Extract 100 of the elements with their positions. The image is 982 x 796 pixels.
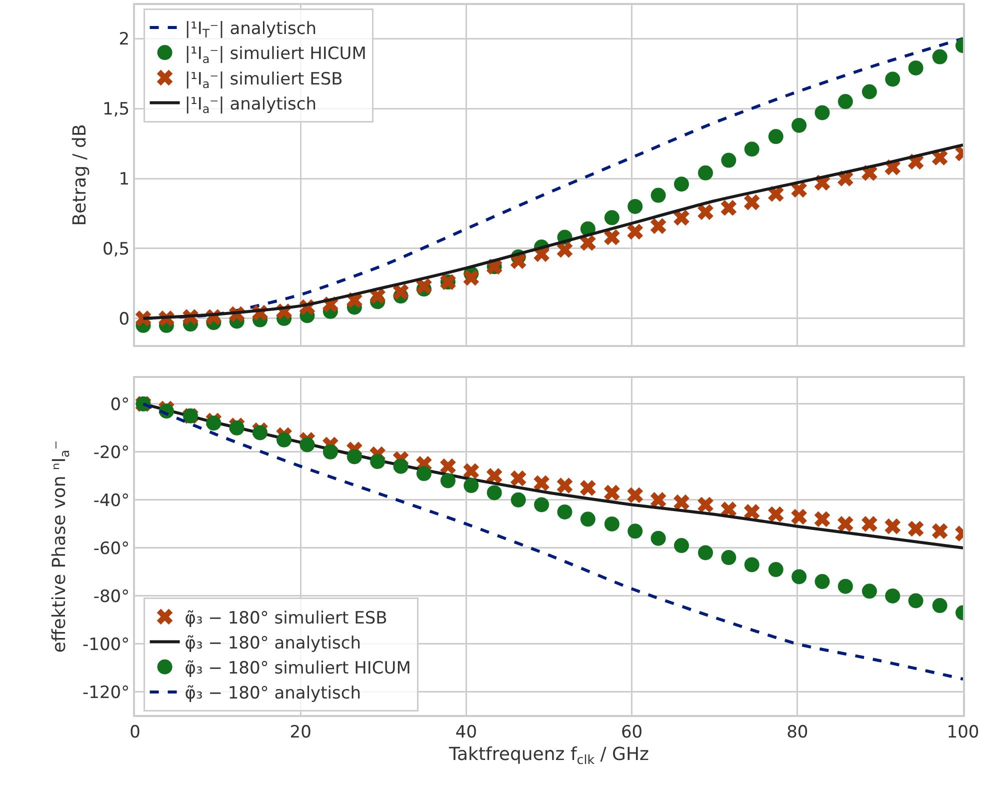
point [556,242,573,258]
point [768,129,784,144]
point [932,598,948,614]
point [885,588,900,604]
point [932,49,948,64]
y-tick-label: -60° [93,538,130,559]
x-axis-title: Taktfrequenz f$_{clk}$ / GHz [448,744,649,767]
point [486,485,502,500]
point [580,234,596,251]
point [674,538,689,554]
point [300,437,315,452]
point [862,84,877,100]
point [463,270,480,286]
point [510,470,526,486]
y-tick-label: -100° [82,634,130,655]
point [768,562,784,578]
point [604,484,620,501]
point [814,574,830,590]
point [534,497,550,512]
point [791,508,807,525]
point [416,278,432,294]
point [721,152,736,168]
y-tick-label: 2 [118,30,130,50]
point [628,198,643,214]
legend-label: φ̃₃ − 180° simuliert ESB [184,608,388,628]
point [650,530,666,546]
point [440,473,456,488]
x-tick-label: 60 [620,722,643,742]
point [416,466,432,482]
point [604,210,620,226]
point [674,494,690,510]
legend-label: |¹I$_{a}$⁻| simuliert ESB [184,69,343,91]
y-tick-label: 0° [110,394,130,415]
point [908,593,924,608]
point [135,310,152,326]
point [698,496,714,513]
point [698,204,714,220]
point [768,506,784,522]
y-tick-label: 0 [118,309,130,330]
point [744,194,760,210]
point [884,518,901,534]
legend-label: φ̃₃ − 180° analytisch [184,633,361,654]
legend-label: |¹I$_{a}$⁻| analytisch [184,94,317,116]
point [814,105,830,120]
point [464,478,479,494]
y-tick-label: -120° [82,682,130,703]
point [932,523,948,540]
point [486,468,502,484]
point [744,557,760,572]
y-tick-label: 0,5 [102,239,130,260]
point [627,487,644,504]
legend-label: |¹I$_{T}$⁻| analytisch [184,19,316,41]
point [814,511,830,528]
point [393,458,408,474]
point [322,444,338,460]
y-tick-label: -20° [93,442,130,463]
point [650,492,666,508]
point [534,475,550,492]
point [744,142,760,157]
point [674,176,689,192]
point [838,516,854,532]
point [792,118,807,133]
point [510,492,526,508]
point [698,165,713,180]
point [440,458,456,474]
y-tick-label: -40° [93,490,130,511]
point [838,94,853,110]
point [792,569,807,584]
legend-label: φ̃₃ − 180° simuliert HICUM [184,658,411,679]
legend-label: φ̃₃ − 180° analytisch [184,684,361,704]
y-tick-label: -80° [93,586,130,607]
x-tick-label: 20 [290,722,312,742]
point [698,545,713,560]
point [908,60,924,76]
point [604,516,620,532]
point [838,578,853,594]
point [556,478,573,494]
point [674,210,690,226]
point [720,502,737,518]
legend-label: |¹I$_{a}$⁻| simuliert HICUM [184,44,366,66]
point [276,432,292,448]
point [720,200,737,216]
point [580,480,596,496]
point [628,524,643,539]
point [346,449,362,464]
point [862,584,877,599]
point [370,288,386,304]
point [557,504,572,520]
point [370,454,386,470]
x-tick-label: 100 [946,722,980,742]
point [206,416,222,431]
point [463,463,480,480]
point [721,550,736,566]
point [627,224,644,240]
point [604,229,620,246]
point [744,504,760,520]
y-axis-title: Betrag / dB [69,124,90,226]
y-tick-label: 1 [118,169,130,190]
point [392,284,409,300]
point [932,150,948,166]
